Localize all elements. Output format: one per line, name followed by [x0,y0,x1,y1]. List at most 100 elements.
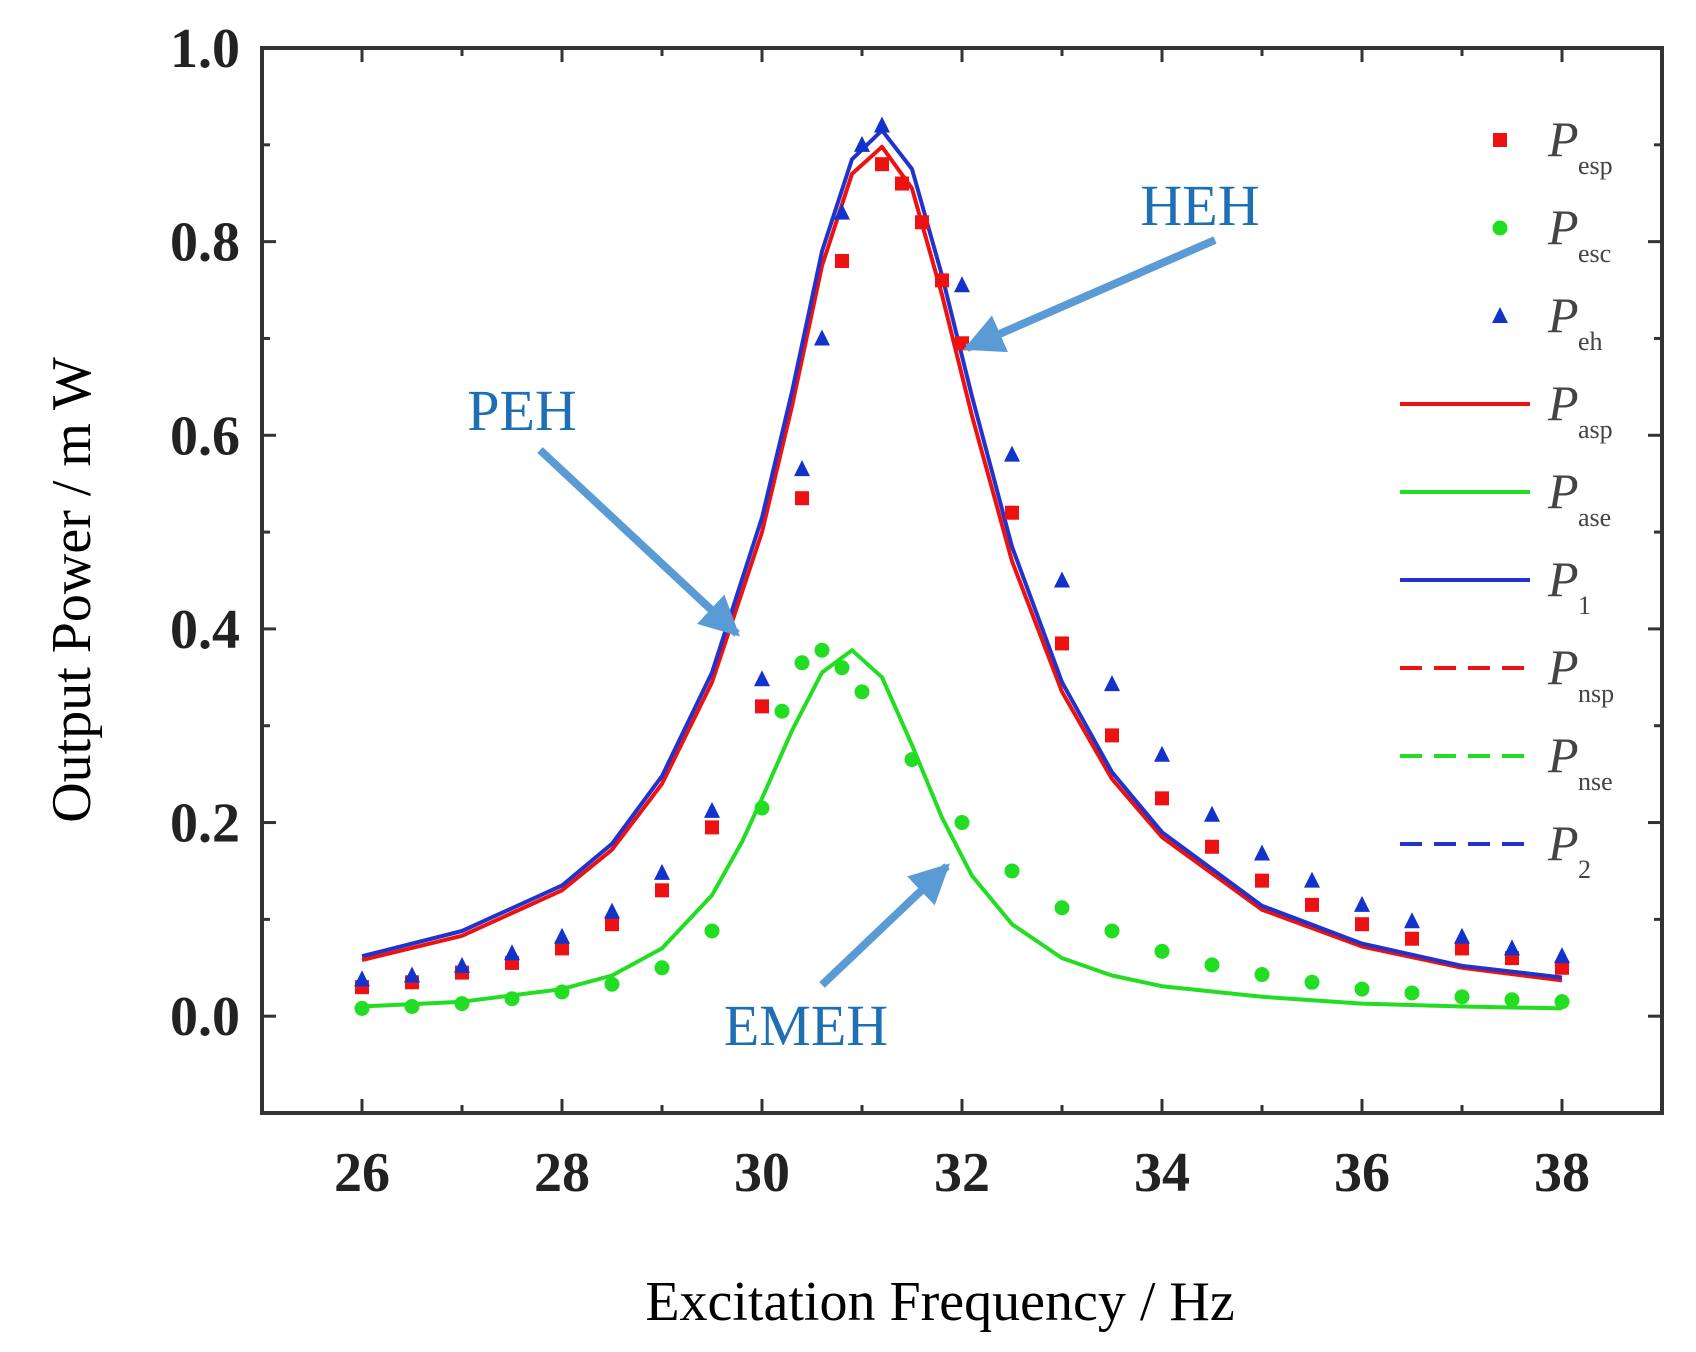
x-tick-label: 26 [334,1142,390,1204]
data-point-eh [354,970,370,987]
data-point-esc [1204,957,1220,973]
data-point-esp [895,176,909,191]
data-point-esp [915,215,929,230]
x-axis-title: Excitation Frequency / Hz [645,1271,1234,1333]
legend-label-main: P [1547,111,1579,167]
data-point-esc [1304,974,1320,990]
annotation-arrow [963,236,1217,353]
data-point-eh [404,966,420,983]
legend-label-main: P [1547,463,1579,519]
data-point-esc [834,660,850,676]
data-point-esp [605,917,619,932]
data-point-esc [404,999,420,1014]
data-point-eh [1204,805,1220,822]
data-point-esc [604,976,620,992]
data-point-eh [1104,675,1120,692]
x-tick-label: 38 [1534,1142,1590,1204]
legend-label-main: P [1547,375,1579,431]
data-point-esc [1254,967,1270,983]
data-point-esp [795,491,809,506]
data-point-esc [1504,992,1520,1008]
data-point-eh [554,927,570,944]
data-point-esp [755,699,769,714]
data-point-esc [854,684,870,700]
legend-label-main: P [1547,551,1579,607]
data-point-esc [1354,981,1370,997]
data-point-esc [1054,900,1070,916]
data-point-esc [654,960,670,976]
data-point-esp [1455,941,1469,956]
data-point-eh [854,135,870,152]
data-point-eh [834,203,850,220]
annotation-arrow [819,863,950,988]
y-tick-label: 0.0 [170,986,240,1048]
data-point-esc [1404,985,1420,1001]
data-point-esp [1205,839,1219,854]
annotation-label: PEH [467,378,577,443]
legend-marker-esc [1492,220,1508,236]
annotation-arrow [537,447,740,637]
legend-label-sub: nse [1578,767,1613,796]
annotation-label: EMEH [724,993,888,1058]
annotations: HEH PEH EMEH [467,173,1259,1058]
data-point-esp [1155,791,1169,806]
data-point-esc [354,1000,370,1016]
data-point-eh [1004,445,1020,462]
data-point-eh [754,670,770,687]
x-tick-label: 32 [934,1142,990,1204]
data-point-eh [1054,571,1070,588]
data-point-eh [704,801,720,818]
data-point-esp [835,254,849,268]
legend-marker-esp [1493,133,1507,147]
data-point-eh [454,956,470,973]
data-point-esp [1555,960,1569,975]
legend-label-sub: 1 [1578,591,1591,620]
data-point-esp [705,820,719,835]
data-point-esc [1454,989,1470,1005]
fitted-curves [361,128,1563,1011]
data-point-eh [1154,745,1170,762]
data-point-eh [1254,844,1270,861]
legend-label-sub: esp [1578,151,1613,180]
legend-label-main: P [1547,815,1579,871]
annotation-label: HEH [1140,173,1259,238]
data-point-esp [1055,636,1069,651]
data-point-eh [1404,912,1420,929]
series-line-ase [361,648,1563,1011]
data-point-esp [1005,505,1019,520]
data-point-esc [704,923,720,939]
data-point-eh [954,276,970,293]
data-point-esc [1004,863,1020,879]
data-point-esp [1105,728,1119,743]
data-point-esc [754,800,770,816]
data-point-eh [874,116,890,133]
data-point-eh [1504,939,1520,956]
data-point-esc [954,815,970,831]
data-point-esc [794,655,810,671]
x-tick-label: 36 [1334,1142,1390,1204]
data-point-esc [1104,923,1120,939]
data-point-esp [875,157,889,172]
data-point-esp [955,336,969,351]
x-tick-label: 34 [1134,1142,1190,1204]
data-point-eh [604,902,620,919]
legend-label-main: P [1547,727,1579,783]
legend-marker-eh [1492,307,1508,323]
legend-label-sub: nsp [1578,679,1614,708]
x-tick-label: 28 [534,1142,590,1204]
data-point-esc [814,642,830,658]
data-point-eh [1554,947,1570,964]
y-tick-label: 0.2 [170,793,240,855]
data-point-esc [774,703,790,719]
data-point-eh [654,863,670,880]
data-point-esp [1255,873,1269,888]
legend-label-main: P [1547,199,1579,255]
legend-label-main: P [1547,639,1579,695]
data-point-esp [935,273,949,288]
legend-label-sub: asp [1578,415,1613,444]
legend-label-sub: eh [1578,327,1603,356]
data-point-eh [794,460,810,477]
series-line-asp [361,144,1563,983]
